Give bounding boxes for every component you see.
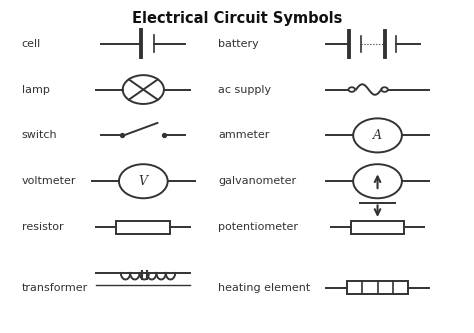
Text: voltmeter: voltmeter	[21, 176, 76, 186]
Text: cell: cell	[21, 39, 41, 49]
Text: Electrical Circuit Symbols: Electrical Circuit Symbols	[132, 11, 342, 26]
Text: galvanometer: galvanometer	[218, 176, 296, 186]
Text: switch: switch	[21, 131, 57, 141]
Text: lamp: lamp	[21, 85, 49, 95]
Text: battery: battery	[218, 39, 259, 49]
Text: V: V	[139, 175, 148, 188]
Text: ammeter: ammeter	[218, 131, 270, 141]
Bar	[117, 220, 170, 234]
Bar	[347, 281, 408, 294]
Text: A: A	[373, 129, 382, 142]
Text: ac supply: ac supply	[218, 85, 272, 95]
Text: resistor: resistor	[21, 222, 63, 232]
Text: heating element: heating element	[218, 283, 310, 293]
Text: transformer: transformer	[21, 283, 88, 293]
Text: potentiometer: potentiometer	[218, 222, 298, 232]
Bar	[351, 220, 404, 234]
